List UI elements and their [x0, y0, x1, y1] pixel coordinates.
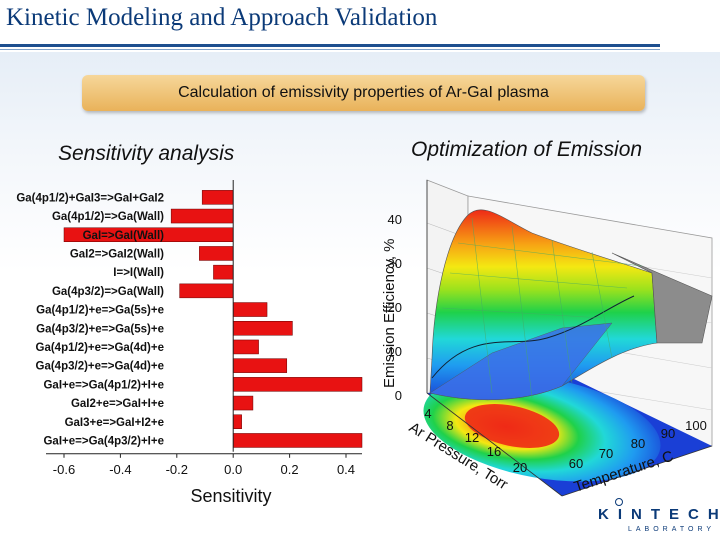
reaction-label: Ga(4p1/2)+e=>Ga(5s)+e — [36, 305, 164, 317]
x-tick-label: 0.2 — [281, 462, 299, 477]
y-tick-label: 60 — [569, 456, 583, 471]
reaction-label: Ga(4p3/2)+e=>Ga(5s)+e — [36, 323, 164, 335]
reaction-label: Ga(4p1/2)+GaI3=>GaI+GaI2 — [16, 192, 164, 204]
sensitivity-bar — [232, 395, 254, 411]
sensitivity-bar — [232, 339, 259, 355]
sensitivity-bar — [170, 208, 234, 224]
x-tick-label: 20 — [513, 460, 527, 475]
reaction-label: Ga(4p1/2)+e=>Ga(4d)+e — [36, 342, 164, 354]
z-tick-label: 20 — [388, 300, 402, 315]
y-tick-label: 70 — [599, 446, 613, 461]
right-heading: Optimization of Emission — [411, 138, 643, 161]
x-tick-label: 8 — [446, 418, 453, 433]
slide-title: Kinetic Modeling and Approach Validation — [6, 4, 438, 31]
left-heading: Sensitivity analysis — [58, 142, 235, 165]
sensitivity-bar-chart: Ga(4p1/2)+GaI3=>GaI+GaI2 Ga(4p1/2)=>Ga(Wa… — [16, 180, 363, 506]
z-tick-label: 10 — [388, 344, 402, 359]
topic-banner: Calculation of emissivity properties of … — [82, 75, 645, 111]
logo-wordmark: KINTECH — [598, 506, 720, 523]
title-rule-thin — [0, 49, 660, 50]
reaction-label: GaI+e=>Ga(4p3/2)+I+e — [43, 435, 164, 447]
sensitivity-bar — [199, 246, 234, 261]
x-tick-label: -0.2 — [166, 462, 188, 477]
sensitivity-bar — [232, 302, 268, 317]
reaction-label: GaI=>GaI(Wall) — [83, 230, 165, 242]
reaction-label: I=>I(Wall) — [113, 267, 164, 279]
sensitivity-bar — [213, 264, 234, 280]
surface-floor-contour — [423, 374, 712, 496]
reaction-label: GaI2=>GaI2(Wall) — [70, 248, 164, 260]
x-axis-line — [426, 392, 563, 497]
x-axis-title: Sensitivity — [190, 486, 271, 506]
reaction-label: Ga(4p1/2)=>Ga(Wall) — [52, 211, 164, 223]
x-tick-label: 0.4 — [337, 462, 355, 477]
x-tick-label: 16 — [487, 444, 501, 459]
z-tick-label: 30 — [388, 256, 402, 271]
sensitivity-bar — [232, 321, 293, 336]
z-axis-title: Emission Efficiency, % — [381, 239, 398, 389]
reaction-label: Ga(4p3/2)+e=>Ga(4d)+e — [36, 361, 164, 373]
reaction-label: Ga(4p3/2)=>Ga(Wall) — [52, 286, 164, 298]
x-tick-label: -0.6 — [53, 462, 75, 477]
x-tick-label: 4 — [424, 406, 431, 421]
surface-sheet — [429, 209, 713, 401]
reaction-label: GaI3+e=>GaI+I2+e — [65, 417, 164, 429]
z-tick-label: 0 — [395, 388, 402, 403]
sensitivity-bar — [232, 377, 363, 392]
z-tick-label: 40 — [388, 212, 402, 227]
reaction-label: GaI+e=>Ga(4p1/2)+I+e — [43, 379, 164, 391]
reaction-label: GaI2+e=>GaI+I+e — [71, 398, 164, 410]
logo-ring-mark — [615, 498, 623, 506]
sensitivity-bar — [232, 414, 242, 429]
sensitivity-bar — [201, 190, 234, 205]
sensitivity-bar — [179, 283, 234, 299]
y-tick-label: 80 — [631, 436, 645, 451]
y-tick-label: 90 — [661, 426, 675, 441]
x-tick-label: 0.0 — [224, 462, 242, 477]
sensitivity-bar — [232, 433, 363, 448]
logo-subtitle: LABORATORY — [628, 526, 716, 533]
kintech-logo: KINTECH LABORATORY — [598, 498, 720, 540]
sensitivity-bar — [232, 358, 288, 373]
title-rule — [0, 44, 660, 47]
x-tick-label: 12 — [465, 430, 479, 445]
x-tick-label: -0.4 — [109, 462, 131, 477]
y-tick-label: 100 — [685, 418, 707, 433]
y-axis-line — [561, 445, 713, 497]
